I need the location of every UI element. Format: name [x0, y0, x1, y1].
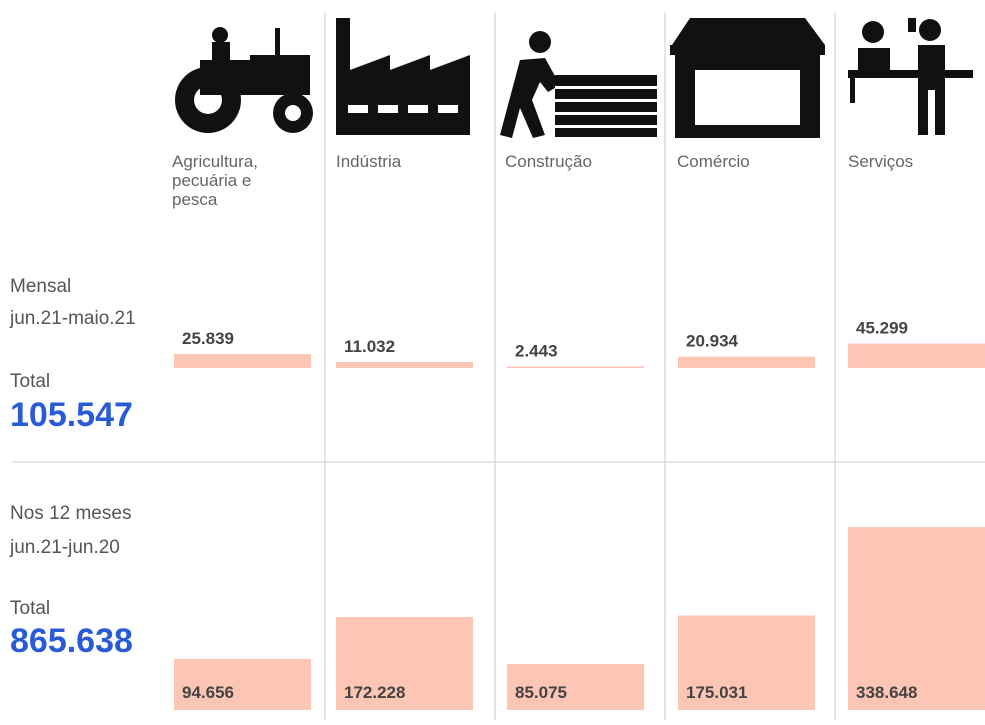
value-label: 172.228	[344, 683, 405, 702]
total-value: 105.547	[10, 396, 133, 434]
row-title: Mensal	[10, 276, 72, 297]
value-label: 2.443	[515, 342, 558, 361]
bar	[336, 616, 473, 710]
icon-construction	[500, 31, 657, 138]
value-label: 20.934	[686, 332, 739, 351]
total-value: 865.638	[10, 622, 133, 660]
value-label: 175.031	[686, 683, 747, 702]
bar	[336, 362, 473, 368]
icon-tractor	[175, 27, 313, 133]
bar	[848, 343, 985, 368]
icon-factory	[336, 18, 470, 135]
bar	[678, 615, 815, 710]
value-label: 11.032	[344, 337, 395, 356]
category-label: Agricultura, pecuária e pesca	[172, 152, 258, 209]
bar	[174, 354, 311, 368]
total-label: Total	[10, 598, 51, 619]
row-subtitle: jun.21-jun.20	[10, 537, 120, 558]
bar	[507, 366, 644, 368]
value-label: 85.075	[515, 683, 567, 702]
value-label: 94.656	[182, 683, 234, 702]
icon-store	[670, 18, 825, 138]
value-label: 45.299	[856, 319, 908, 338]
icon-services	[848, 18, 973, 135]
category-label: Comércio	[677, 152, 750, 171]
row-subtitle: jun.21-maio.21	[10, 308, 136, 329]
value-label: 338.648	[856, 683, 917, 702]
bar	[507, 664, 644, 710]
category-label: Indústria	[336, 152, 402, 171]
bar	[678, 356, 815, 368]
row-title: Nos 12 meses	[10, 503, 132, 524]
bar	[848, 527, 985, 710]
category-label: Serviços	[848, 152, 914, 171]
value-label: 25.839	[182, 329, 234, 348]
category-label: Construção	[505, 152, 592, 171]
total-label: Total	[10, 371, 51, 392]
bar	[174, 658, 311, 710]
